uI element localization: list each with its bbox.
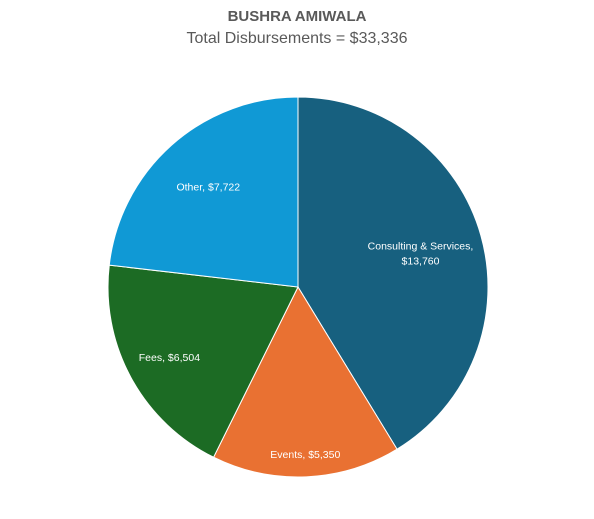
- slice-label-other: Other, $7,722: [176, 181, 240, 193]
- pie-slice-other: [108, 96, 299, 288]
- chart-title: BUSHRA AMIWALA: [227, 8, 367, 25]
- pie-slice-fees: [107, 264, 299, 458]
- pie-slice-events: [212, 285, 398, 478]
- slice-label-events: Events, $5,350: [270, 449, 340, 461]
- slice-label-consulting-services: Consulting & Services, $13,760: [368, 241, 474, 268]
- pie-slice-consulting-services: [297, 96, 489, 450]
- slice-label-fees: Fees, $6,504: [139, 352, 200, 364]
- chart-subtitle: Total Disbursements = $33,336: [186, 30, 408, 47]
